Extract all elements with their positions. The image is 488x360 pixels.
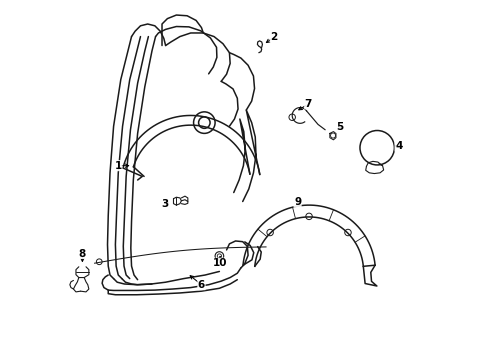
Text: 5: 5: [335, 122, 343, 132]
Text: 7: 7: [304, 99, 311, 109]
Text: 6: 6: [198, 280, 204, 290]
Text: 4: 4: [394, 141, 402, 151]
Text: 10: 10: [212, 258, 227, 268]
Text: 9: 9: [293, 197, 301, 207]
Text: 3: 3: [161, 199, 168, 210]
Text: 2: 2: [270, 32, 277, 42]
Text: 8: 8: [79, 248, 86, 258]
Text: 1: 1: [114, 161, 122, 171]
